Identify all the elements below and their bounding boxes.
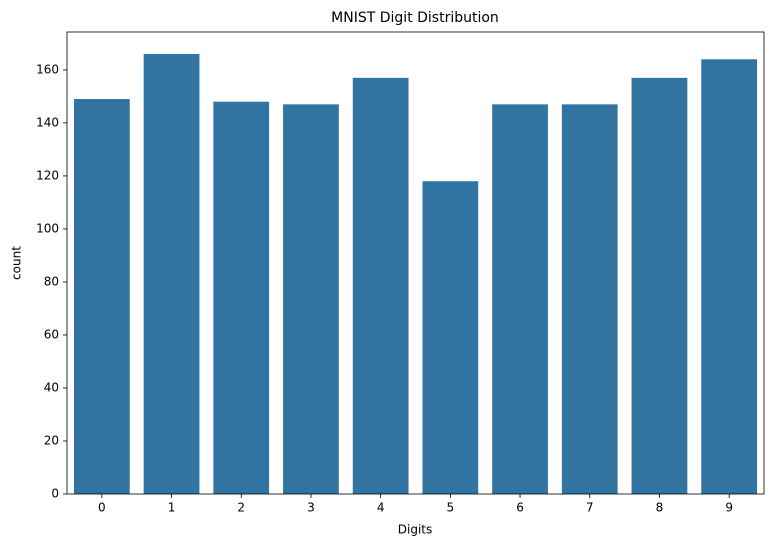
bar	[561, 104, 618, 494]
y-tick-label: 80	[44, 274, 59, 288]
y-tick-label: 20	[44, 433, 59, 447]
y-tick-label: 160	[36, 62, 59, 76]
y-tick-label: 0	[51, 487, 59, 501]
y-axis-label: count	[10, 246, 24, 280]
y-tick-label: 120	[36, 168, 59, 182]
x-tick-label: 6	[516, 501, 524, 515]
x-tick-label: 1	[168, 501, 176, 515]
x-tick-label: 2	[237, 501, 245, 515]
y-tick-label: 100	[36, 221, 59, 235]
bar	[213, 101, 270, 494]
x-tick-label: 8	[656, 501, 664, 515]
x-tick-label: 5	[447, 501, 455, 515]
bar	[283, 104, 339, 494]
bar	[701, 59, 758, 494]
y-tick-label: 140	[36, 115, 59, 129]
x-tick-label: 0	[98, 501, 106, 515]
bar	[352, 77, 409, 495]
bar	[422, 181, 479, 494]
y-tick-label: 60	[44, 327, 59, 341]
y-tick-label: 40	[44, 380, 59, 394]
bar	[143, 54, 200, 494]
x-tick-label: 4	[377, 501, 385, 515]
plot-frame	[66, 31, 765, 495]
chart-title: MNIST Digit Distribution	[331, 10, 499, 26]
x-tick-label: 7	[586, 501, 594, 515]
bar	[631, 77, 688, 495]
bar	[492, 104, 548, 494]
x-tick-label: 9	[725, 501, 733, 515]
x-tick-label: 3	[307, 501, 315, 515]
bar	[73, 99, 130, 494]
x-axis-label: Digits	[398, 523, 432, 537]
